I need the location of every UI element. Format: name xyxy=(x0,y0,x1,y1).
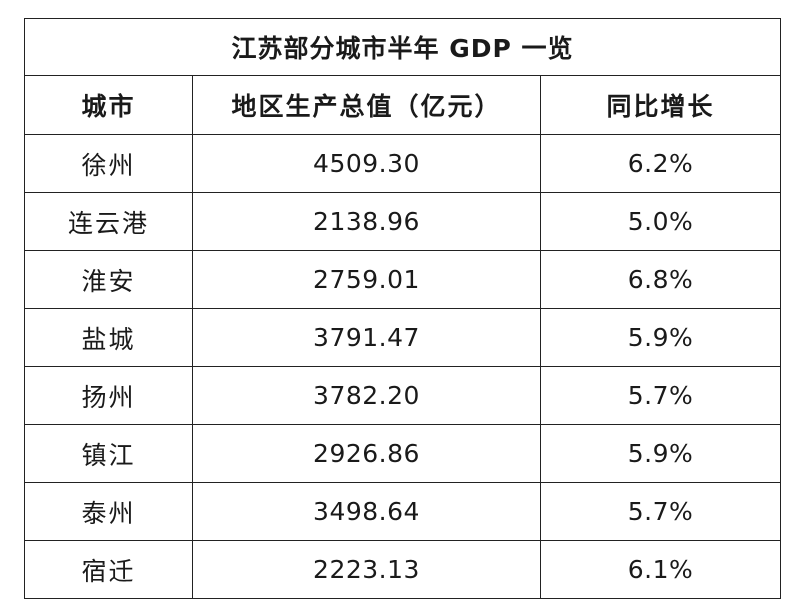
city-cell: 宿迁 xyxy=(24,540,193,599)
city-cell: 泰州 xyxy=(24,482,193,541)
gdp-cell: 4509.30 xyxy=(192,134,541,193)
city-cell: 扬州 xyxy=(24,366,193,425)
table-row: 徐州 4509.30 6.2% xyxy=(24,134,782,193)
growth-cell: 5.9% xyxy=(539,424,782,483)
header-city: 城市 xyxy=(24,75,193,135)
gdp-cell: 3791.47 xyxy=(192,308,541,367)
header-row: 城市 地区生产总值（亿元） 同比增长 xyxy=(24,75,782,135)
growth-cell: 6.2% xyxy=(539,134,782,193)
growth-cell: 5.7% xyxy=(539,366,782,425)
table-row: 泰州 3498.64 5.7% xyxy=(24,482,782,541)
table-row: 连云港 2138.96 5.0% xyxy=(24,192,782,251)
city-cell: 徐州 xyxy=(24,134,193,193)
gdp-cell: 3782.20 xyxy=(192,366,541,425)
gdp-table: 江苏部分城市半年 GDP 一览 城市 地区生产总值（亿元） 同比增长 徐州 45… xyxy=(23,18,782,599)
table-row: 镇江 2926.86 5.9% xyxy=(24,424,782,483)
gdp-cell: 2926.86 xyxy=(192,424,541,483)
table-title: 江苏部分城市半年 GDP 一览 xyxy=(23,18,782,76)
city-cell: 连云港 xyxy=(24,192,193,251)
table-body: 江苏部分城市半年 GDP 一览 城市 地区生产总值（亿元） 同比增长 徐州 45… xyxy=(23,18,782,599)
growth-cell: 5.0% xyxy=(539,192,782,251)
title-row: 江苏部分城市半年 GDP 一览 xyxy=(23,18,782,76)
gdp-cell: 2759.01 xyxy=(192,250,541,309)
table-row: 宿迁 2223.13 6.1% xyxy=(24,540,782,599)
city-cell: 镇江 xyxy=(24,424,193,483)
city-cell: 盐城 xyxy=(24,308,193,367)
header-gdp: 地区生产总值（亿元） xyxy=(192,75,541,135)
growth-cell: 6.1% xyxy=(539,540,782,599)
table-row: 淮安 2759.01 6.8% xyxy=(24,250,782,309)
growth-cell: 5.7% xyxy=(539,482,782,541)
growth-cell: 5.9% xyxy=(539,308,782,367)
header-growth: 同比增长 xyxy=(539,75,782,135)
table-row: 扬州 3782.20 5.7% xyxy=(24,366,782,425)
gdp-cell: 3498.64 xyxy=(192,482,541,541)
city-cell: 淮安 xyxy=(24,250,193,309)
gdp-cell: 2138.96 xyxy=(192,192,541,251)
growth-cell: 6.8% xyxy=(539,250,782,309)
gdp-cell: 2223.13 xyxy=(192,540,541,599)
table-row: 盐城 3791.47 5.9% xyxy=(24,308,782,367)
